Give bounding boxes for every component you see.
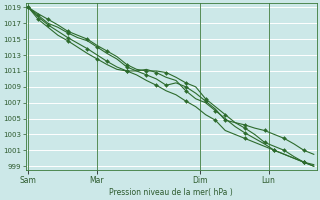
X-axis label: Pression niveau de la mer( hPa ): Pression niveau de la mer( hPa ) <box>109 188 233 197</box>
